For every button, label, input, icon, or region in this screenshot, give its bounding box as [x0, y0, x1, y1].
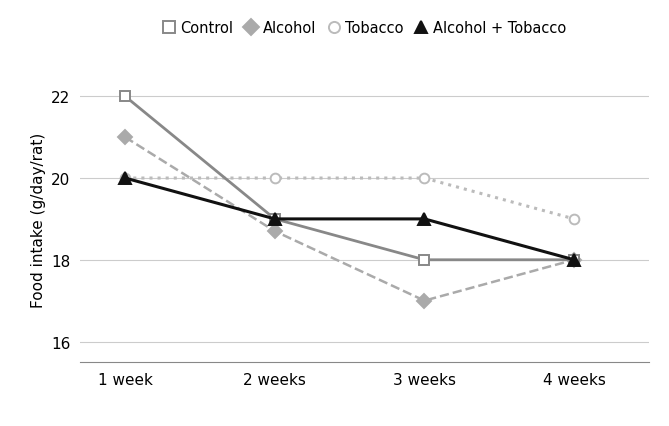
Legend: Control, Alcohol, Tobacco, Alcohol + Tobacco: Control, Alcohol, Tobacco, Alcohol + Tob… — [163, 21, 566, 36]
Y-axis label: Food intake (g/day/rat): Food intake (g/day/rat) — [31, 132, 45, 307]
